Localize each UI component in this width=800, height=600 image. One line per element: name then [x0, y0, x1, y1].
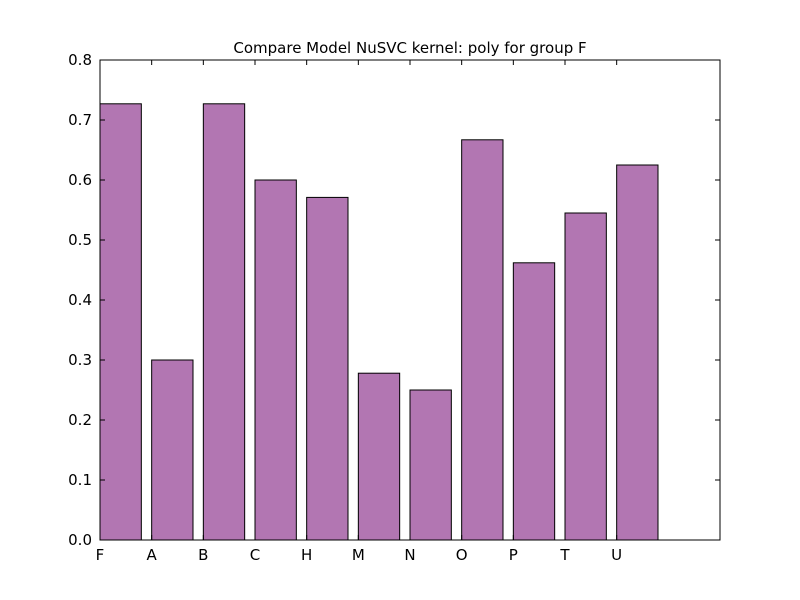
x-tick-label-M: M [352, 546, 365, 564]
bar-T [564, 212, 607, 541]
y-tick-label-4: 0.4 [68, 291, 92, 309]
bar-C [254, 179, 297, 541]
y-tick-label-2: 0.2 [68, 411, 92, 429]
x-tick-label-A: A [147, 546, 158, 564]
y-tick-label-7: 0.7 [68, 111, 92, 129]
y-tick-label-5: 0.5 [68, 231, 92, 249]
x-tick-label-H: H [301, 546, 312, 564]
bar-H [306, 196, 349, 541]
bar-P [512, 262, 556, 541]
bar-M [357, 372, 401, 541]
x-tick-label-N: N [404, 546, 415, 564]
ticks-layer: 0.0 0.1 0.2 0.3 0.4 0.5 0.6 0.7 0.8 F A B C H M N O P T U [68, 51, 720, 564]
y-tick-label-3: 0.3 [68, 351, 92, 369]
bar-F [99, 103, 142, 541]
x-tick-label-P: P [509, 546, 518, 564]
bars-layer [99, 103, 659, 541]
x-tick-label-B: B [198, 546, 208, 564]
x-tick-label-F: F [96, 546, 105, 564]
x-tick-label-U: U [611, 546, 622, 564]
bar-B [202, 103, 246, 541]
plot-area-frame [99, 59, 721, 541]
y-tick-label-1: 0.1 [68, 471, 92, 489]
y-tick-label-8: 0.8 [68, 51, 92, 69]
y-tick-label-6: 0.6 [68, 171, 92, 189]
x-tick-label-O: O [456, 546, 468, 564]
bar-A [151, 359, 194, 541]
y-tick-label-0: 0.0 [68, 531, 92, 549]
chart-title: Compare Model NuSVC kernel: poly for gro… [233, 39, 586, 57]
bar-O [461, 139, 504, 541]
x-tick-label-C: C [250, 546, 260, 564]
bar-N [409, 389, 452, 541]
bar-U [616, 164, 659, 541]
x-tick-label-T: T [559, 546, 570, 564]
